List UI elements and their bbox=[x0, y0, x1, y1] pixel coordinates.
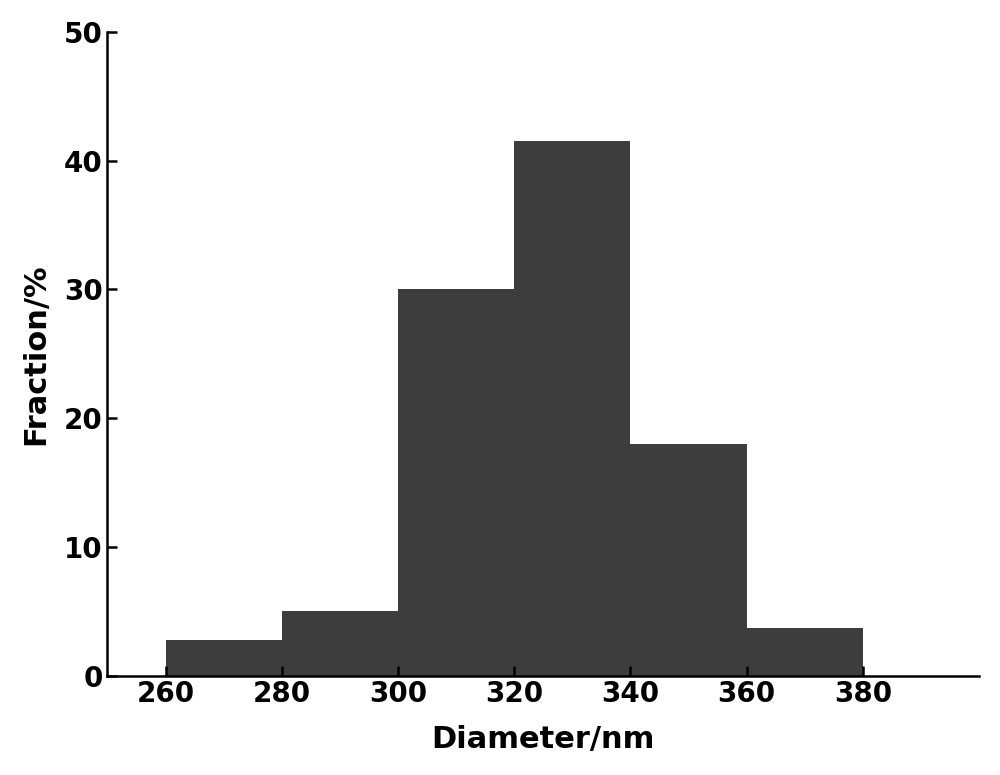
Bar bbox=[398, 289, 514, 676]
Bar bbox=[282, 611, 398, 676]
Bar bbox=[514, 141, 630, 676]
Bar bbox=[747, 628, 863, 676]
Y-axis label: Fraction/%: Fraction/% bbox=[21, 263, 50, 445]
X-axis label: Diameter/nm: Diameter/nm bbox=[432, 725, 655, 754]
Bar bbox=[166, 639, 282, 676]
Bar bbox=[630, 444, 747, 676]
